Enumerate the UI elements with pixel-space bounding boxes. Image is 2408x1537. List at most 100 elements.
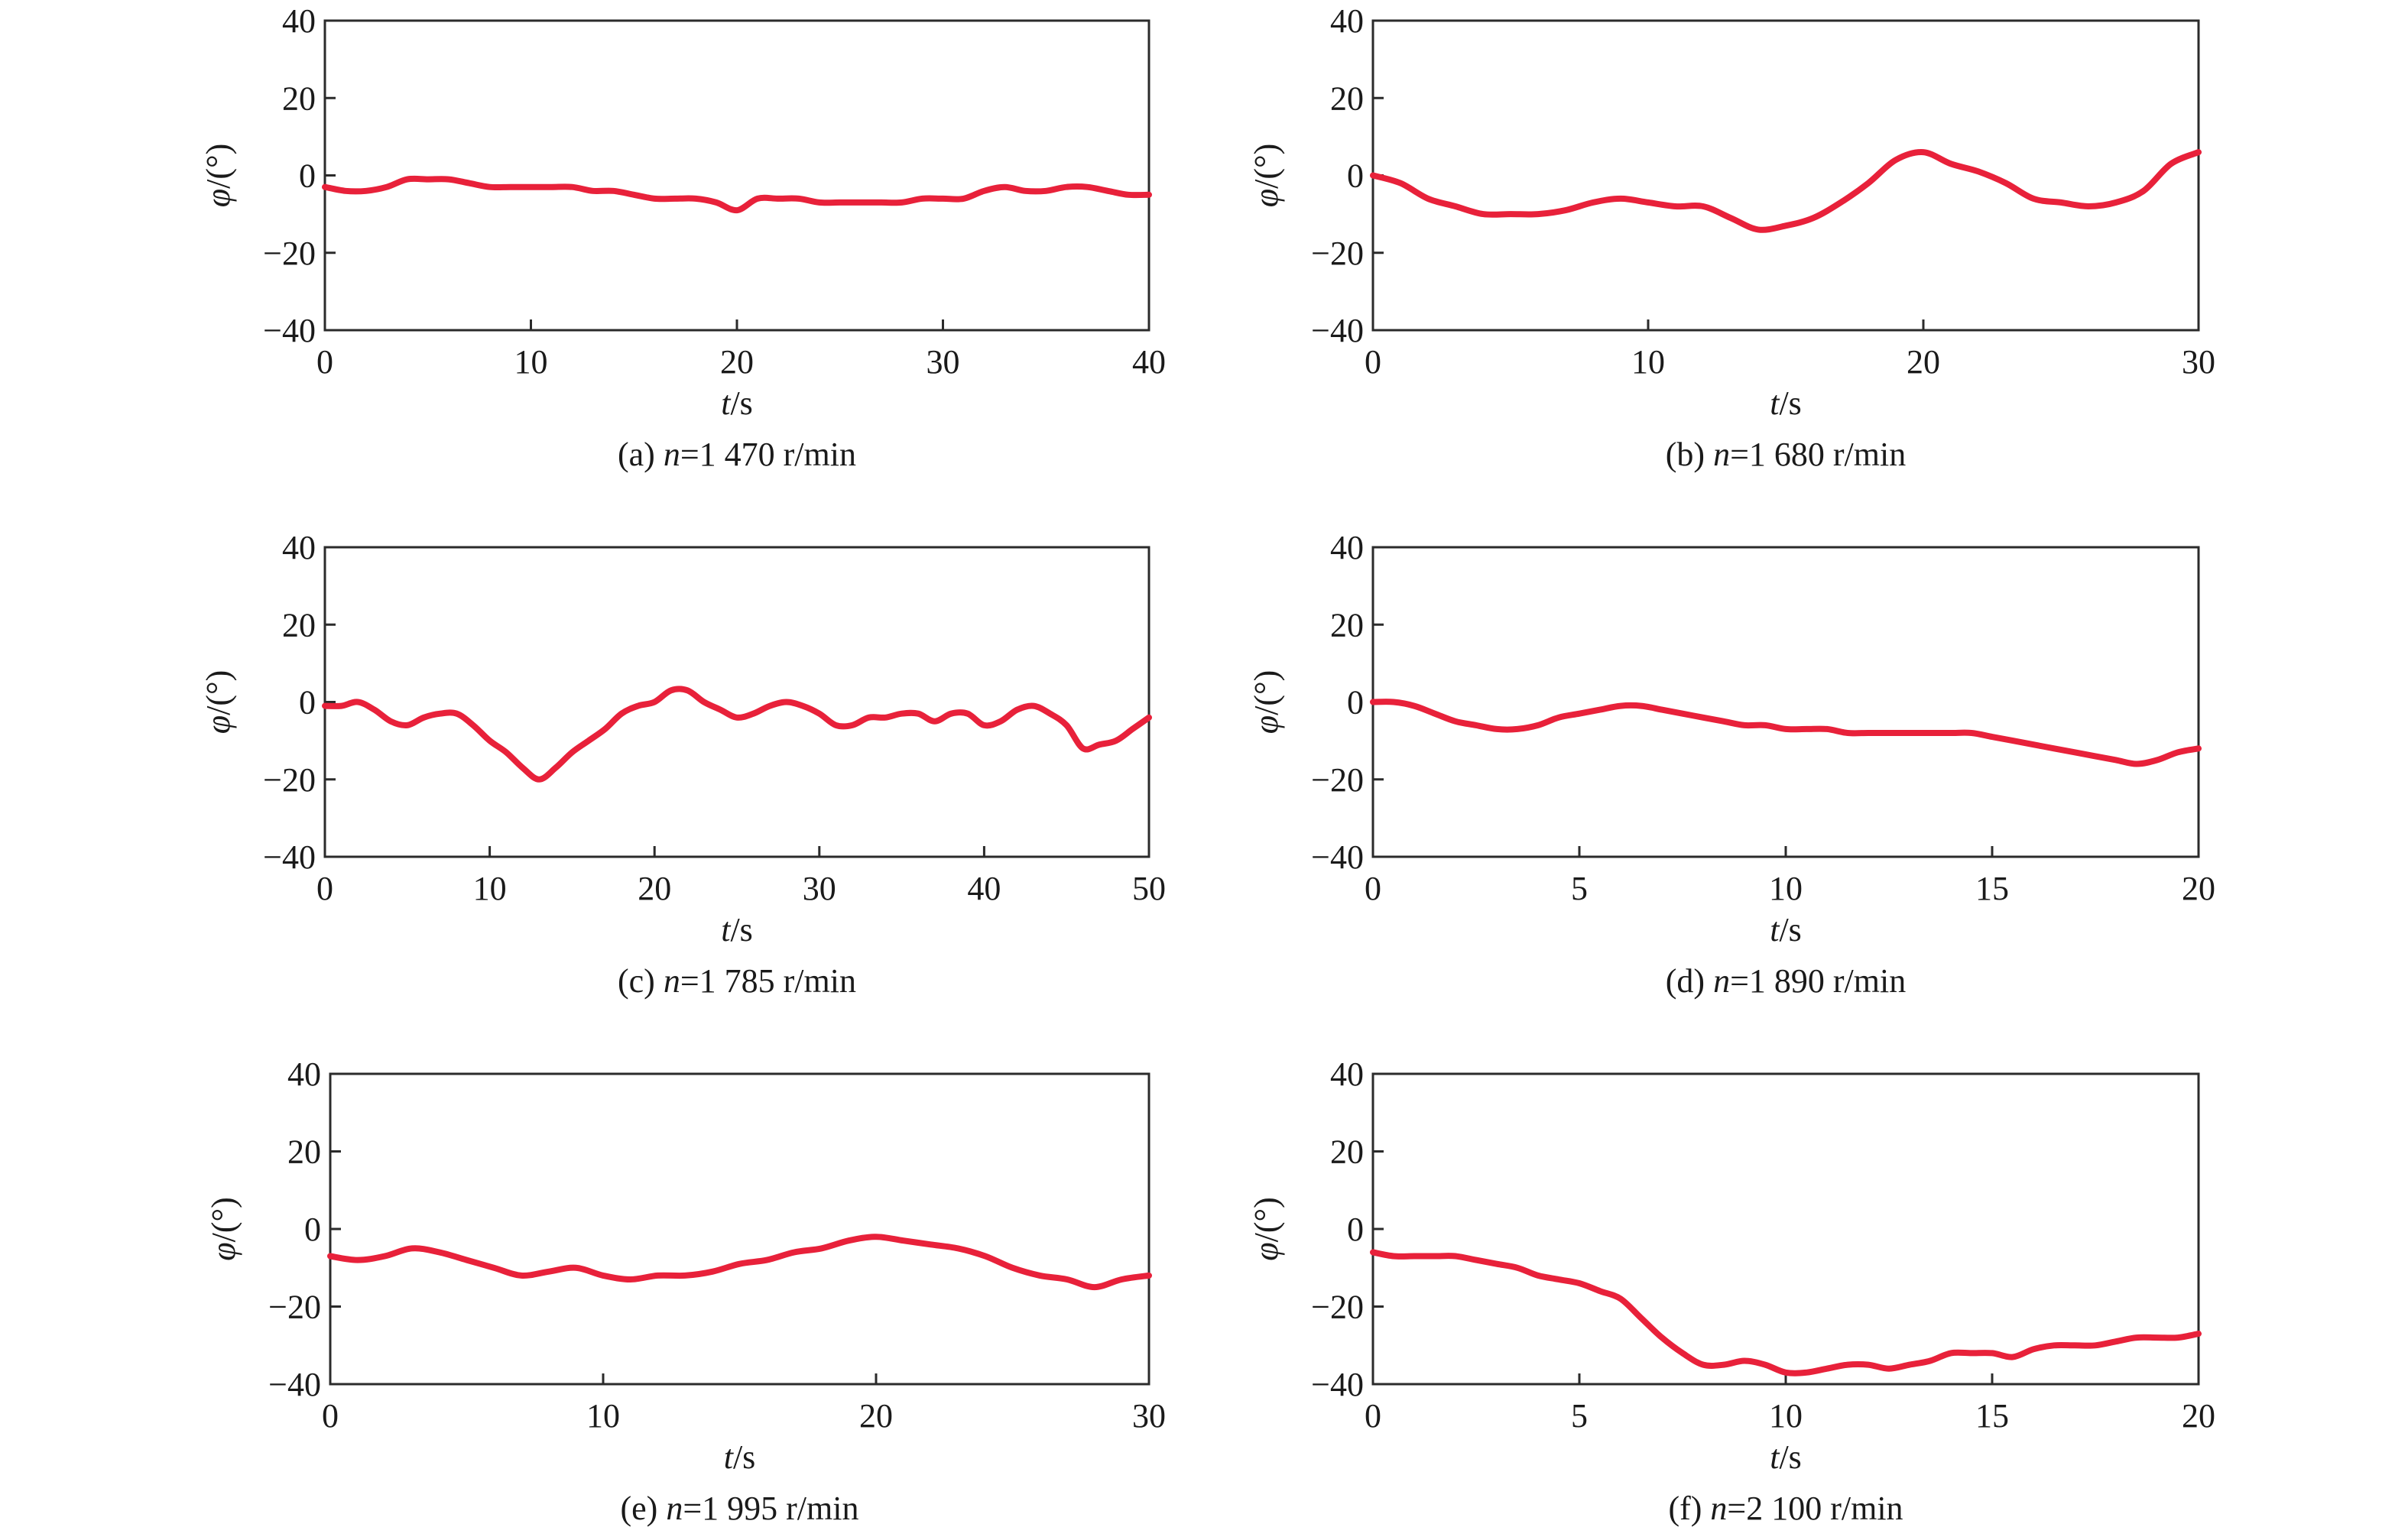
y-tick-label: −20 — [268, 1289, 321, 1326]
y-tick-label: 0 — [1347, 157, 1364, 195]
series-line — [322, 175, 1152, 214]
caption-prefix: (f) — [1668, 1490, 1710, 1527]
caption-rest: =1 470 r/min — [680, 436, 856, 473]
y-tick-label: 20 — [282, 606, 316, 644]
caption-rest: =1 890 r/min — [1730, 962, 1906, 1000]
y-tick-label: 0 — [304, 1211, 321, 1248]
y-tick-label: 40 — [1330, 1055, 1364, 1093]
caption-rest: =1 995 r/min — [683, 1490, 858, 1527]
x-tick-label: 15 — [1975, 870, 2009, 907]
y-axis-label: φ/(°) — [205, 1197, 242, 1260]
series-line — [1370, 699, 2202, 767]
x-axis-unit: /s — [1779, 384, 1801, 422]
x-axis-var: t — [1770, 1438, 1780, 1476]
y-tick-label: −20 — [1311, 761, 1364, 799]
caption-prefix: (b) — [1666, 436, 1713, 473]
y-axis-unit: /(°) — [1248, 670, 1285, 715]
y-axis-unit: /(°) — [205, 1197, 242, 1242]
y-tick-label: 0 — [299, 157, 316, 195]
plot-frame — [323, 19, 1150, 332]
panel-caption: (c) n=1 785 r/min — [618, 962, 856, 1000]
x-axis-label: t/s — [1770, 911, 1802, 948]
x-tick-label: 0 — [1365, 1397, 1381, 1435]
y-tick-label: 40 — [287, 1055, 321, 1093]
x-axis-label: t/s — [1770, 1438, 1802, 1476]
caption-var: n — [1710, 1490, 1727, 1527]
x-tick-label: 30 — [1132, 1397, 1166, 1435]
caption-prefix: (c) — [618, 962, 664, 1000]
y-axis-var: φ — [1248, 1242, 1285, 1260]
x-axis-var: t — [721, 911, 732, 948]
x-tick-label: 30 — [2182, 343, 2215, 381]
x-tick-label: 10 — [1769, 870, 1803, 907]
y-axis-unit: /(°) — [1248, 1197, 1285, 1242]
x-tick-label: 30 — [927, 343, 960, 381]
caption-var: n — [664, 436, 680, 473]
x-tick-label: 20 — [720, 343, 754, 381]
x-axis-label: t/s — [721, 384, 753, 422]
x-tick-label: 0 — [1365, 343, 1381, 381]
x-tick-label: 30 — [803, 870, 836, 907]
y-axis-label: φ/(°) — [1248, 144, 1285, 207]
caption-rest: =1 785 r/min — [680, 962, 856, 1000]
y-tick-label: −20 — [1311, 1289, 1364, 1326]
y-tick-label: −20 — [263, 235, 316, 272]
y-tick-label: −40 — [268, 1366, 321, 1403]
x-axis-label: t/s — [721, 911, 753, 948]
caption-var: n — [1713, 962, 1730, 1000]
x-tick-label: 10 — [473, 870, 507, 907]
x-tick-label: 5 — [1571, 870, 1588, 907]
y-tick-label: 20 — [287, 1133, 321, 1171]
y-axis-label: φ/(°) — [200, 670, 237, 734]
y-tick-label: −20 — [263, 761, 316, 799]
caption-rest: =2 100 r/min — [1727, 1490, 1903, 1527]
y-tick-label: 20 — [1330, 1133, 1364, 1171]
y-axis-var: φ — [1248, 715, 1285, 734]
y-axis-unit: /(°) — [1248, 144, 1285, 189]
series-line — [1370, 1249, 2202, 1376]
x-axis-var: t — [1770, 384, 1780, 422]
panel-caption: (d) n=1 890 r/min — [1666, 962, 1906, 1000]
x-tick-label: 40 — [1132, 343, 1166, 381]
x-tick-label: 10 — [1769, 1397, 1803, 1435]
x-axis-label: t/s — [724, 1438, 756, 1476]
x-tick-label: 10 — [1631, 343, 1665, 381]
y-tick-label: −40 — [263, 838, 316, 876]
caption-var: n — [1713, 436, 1730, 473]
y-axis-var: φ — [1248, 189, 1285, 207]
x-tick-label: 20 — [2182, 1397, 2215, 1435]
y-tick-label: 20 — [282, 79, 316, 117]
x-axis-unit: /s — [1779, 911, 1801, 948]
x-tick-label: 5 — [1571, 1397, 1588, 1435]
y-axis-label: φ/(°) — [1248, 670, 1285, 734]
x-axis-var: t — [724, 1438, 735, 1476]
caption-prefix: (e) — [621, 1490, 667, 1527]
x-tick-label: 15 — [1975, 1397, 2009, 1435]
x-tick-label: 0 — [316, 870, 333, 907]
x-tick-label: 40 — [967, 870, 1001, 907]
x-axis-unit: /s — [730, 911, 752, 948]
caption-prefix: (a) — [618, 436, 664, 473]
y-tick-label: 40 — [1330, 529, 1364, 566]
x-tick-label: 0 — [322, 1397, 339, 1435]
x-axis-label: t/s — [1770, 384, 1802, 422]
x-axis-unit: /s — [1779, 1438, 1801, 1476]
panel-caption: (e) n=1 995 r/min — [621, 1490, 859, 1527]
y-tick-label: 40 — [282, 2, 316, 40]
panel-caption: (b) n=1 680 r/min — [1666, 436, 1906, 473]
y-tick-label: 40 — [282, 529, 316, 566]
plot-frame — [323, 546, 1150, 858]
y-axis-unit: /(°) — [200, 144, 237, 189]
y-axis-unit: /(°) — [200, 670, 237, 715]
panel-caption: (f) n=2 100 r/min — [1668, 1490, 1903, 1527]
x-axis-var: t — [1770, 911, 1780, 948]
caption-var: n — [666, 1490, 683, 1527]
series-line — [1370, 149, 2202, 233]
y-axis-label: φ/(°) — [1248, 1197, 1285, 1260]
x-tick-label: 20 — [638, 870, 671, 907]
